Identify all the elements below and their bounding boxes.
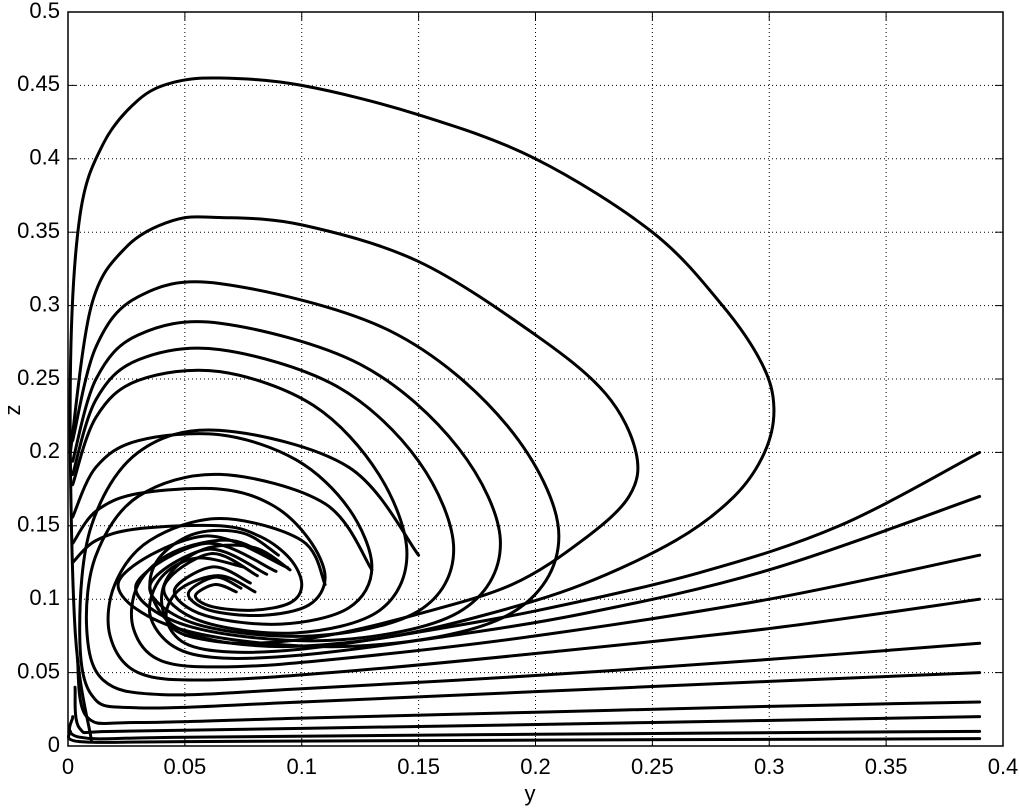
trajectory: [71, 432, 374, 626]
x-tick-label: 0.15: [397, 754, 440, 779]
trajectory: [106, 516, 982, 682]
x-tick-label: 0.4: [988, 754, 1019, 779]
y-tick-label: 0.45: [17, 71, 60, 96]
y-tick-label: 0.25: [17, 365, 60, 390]
trajectory: [68, 215, 640, 645]
y-tick-label: 0.5: [29, 0, 60, 23]
trajectory: [164, 450, 982, 654]
plot-frame: [67, 11, 1004, 747]
trajectory: [71, 346, 456, 638]
y-tick-label: 0.4: [29, 145, 60, 170]
y-tick-label: 0: [48, 732, 60, 757]
trajectory: [129, 538, 982, 669]
x-tick-label: 0.3: [754, 754, 785, 779]
trajectory: [147, 494, 982, 660]
trajectory: [68, 715, 982, 741]
y-tick-label: 0.35: [17, 218, 60, 243]
y-tick-label: 0.1: [29, 585, 60, 610]
y-tick-label: 0.05: [17, 658, 60, 683]
trajectory: [78, 428, 982, 710]
trajectory: [66, 729, 982, 744]
trajectory: [71, 280, 561, 649]
x-tick-label: 0.2: [520, 754, 551, 779]
trajectory: [71, 368, 409, 635]
y-tick-label: 0.2: [29, 438, 60, 463]
trajectory: [71, 523, 304, 612]
x-tick-label: 0: [62, 754, 74, 779]
y-tick-label: 0.3: [29, 291, 60, 316]
x-tick-label: 0.35: [865, 754, 908, 779]
x-tick-label: 0.25: [631, 754, 674, 779]
trajectory: [84, 472, 982, 697]
trajectory: [75, 656, 982, 726]
x-axis-label: y: [525, 781, 536, 806]
y-tick-label: 0.15: [17, 512, 60, 537]
x-tick-label: 0.1: [286, 754, 317, 779]
trajectory: [71, 486, 327, 618]
trajectory: [73, 685, 982, 735]
y-axis-label: z: [0, 405, 25, 416]
x-tick-label: 0.05: [163, 754, 206, 779]
